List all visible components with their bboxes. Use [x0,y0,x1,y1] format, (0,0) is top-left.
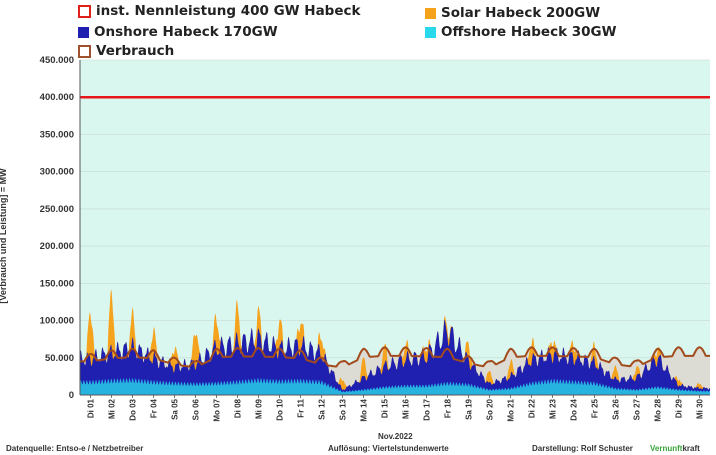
x-tick-label: Sa 12 [318,398,327,419]
y-tick-label: 50.000 [45,353,74,364]
x-tick-label: Do 17 [423,398,432,420]
x-tick-label: Mi 16 [402,398,411,419]
x-tick-label: Sa 05 [171,398,180,419]
x-tick-label: Do 10 [276,398,285,420]
x-tick-label: Di 08 [234,398,243,418]
y-tick-label: 200.000 [40,241,74,252]
x-tick-label: Mo 28 [654,398,663,421]
x-tick-label: Di 29 [675,398,684,418]
x-tick-label: Di 15 [381,398,390,418]
solar-swatch [425,7,436,19]
x-tick-label: Fr 04 [150,398,159,418]
x-tick-label: Fr 11 [297,398,306,417]
consumption-line [80,346,710,368]
brand-part-2: kraft [682,444,700,453]
legend-item-onshore: Onshore Habeck 170GW [78,24,278,40]
legend-label-offshore: Offshore Habeck 30GW [441,24,617,40]
x-tick-label: So 06 [192,398,201,420]
x-tick-label: Mi 30 [696,398,705,419]
y-tick-label: 100.000 [40,316,74,327]
legend-label-solar: Solar Habeck 200GW [441,5,601,21]
x-tick-label: Do 03 [129,398,138,420]
x-tick-label: Mi 23 [549,398,558,419]
brand-part-1: Vernunft [650,444,683,453]
x-tick-label: Fr 18 [444,398,453,418]
legend-item-capacity: inst. Nennleistung 400 GW Habeck [78,3,360,19]
capacity-swatch [78,4,91,18]
x-tick-label: Mi 09 [255,398,264,419]
x-tick-label: Sa 19 [465,398,474,419]
x-tick-label: Di 22 [528,398,537,418]
y-tick-label: 250.000 [40,204,74,215]
footer-resolution: Auflösung: Viertelstundenwerte [328,444,449,453]
footer-brand: Vernunftkraft [650,444,700,453]
x-tick-label: So 27 [633,398,642,420]
legend-item-solar: Solar Habeck 200GW [425,5,600,21]
offshore-area [80,378,710,395]
offshore-swatch [425,26,436,38]
footer-author: Darstellung: Rolf Schuster [532,444,633,453]
legend-item-consumption: Verbrauch [78,43,174,59]
x-tick-label: Sa 26 [612,398,621,419]
onshore-swatch [78,26,89,38]
y-tick-label: 300.000 [40,167,74,178]
onshore-area [80,319,710,395]
x-tick-label: Fr 25 [591,398,600,418]
x-tick-label: Mo 14 [360,398,369,421]
x-tick-label: Do 24 [570,398,579,420]
x-tick-label: Mo 07 [213,398,222,421]
y-tick-label: 0 [69,390,74,401]
legend-item-offshore: Offshore Habeck 30GW [425,24,617,40]
footer-source: Datenquelle: Entso-e / Netzbetreiber [6,444,144,453]
y-tick-label: 450.000 [40,55,74,66]
x-tick-label: So 20 [486,398,495,420]
x-axis-label: Nov.2022 [378,432,413,441]
legend-label-consumption: Verbrauch [96,43,175,59]
plot-background [80,60,710,395]
x-tick-label: Di 01 [87,398,96,418]
y-tick-label: 400.000 [40,92,74,103]
legend-label-onshore: Onshore Habeck 170GW [94,24,278,40]
legend-label-capacity: inst. Nennleistung 400 GW Habeck [96,3,361,19]
x-tick-label: So 13 [339,398,348,420]
x-tick-label: Mo 21 [507,398,516,421]
chart-legend: inst. Nennleistung 400 GW Habeck Solar H… [0,3,716,59]
x-tick-label: Mi 02 [108,398,117,419]
y-tick-label: 350.000 [40,129,74,140]
y-tick-label: 150.000 [40,278,74,289]
consumption-swatch [78,44,91,58]
